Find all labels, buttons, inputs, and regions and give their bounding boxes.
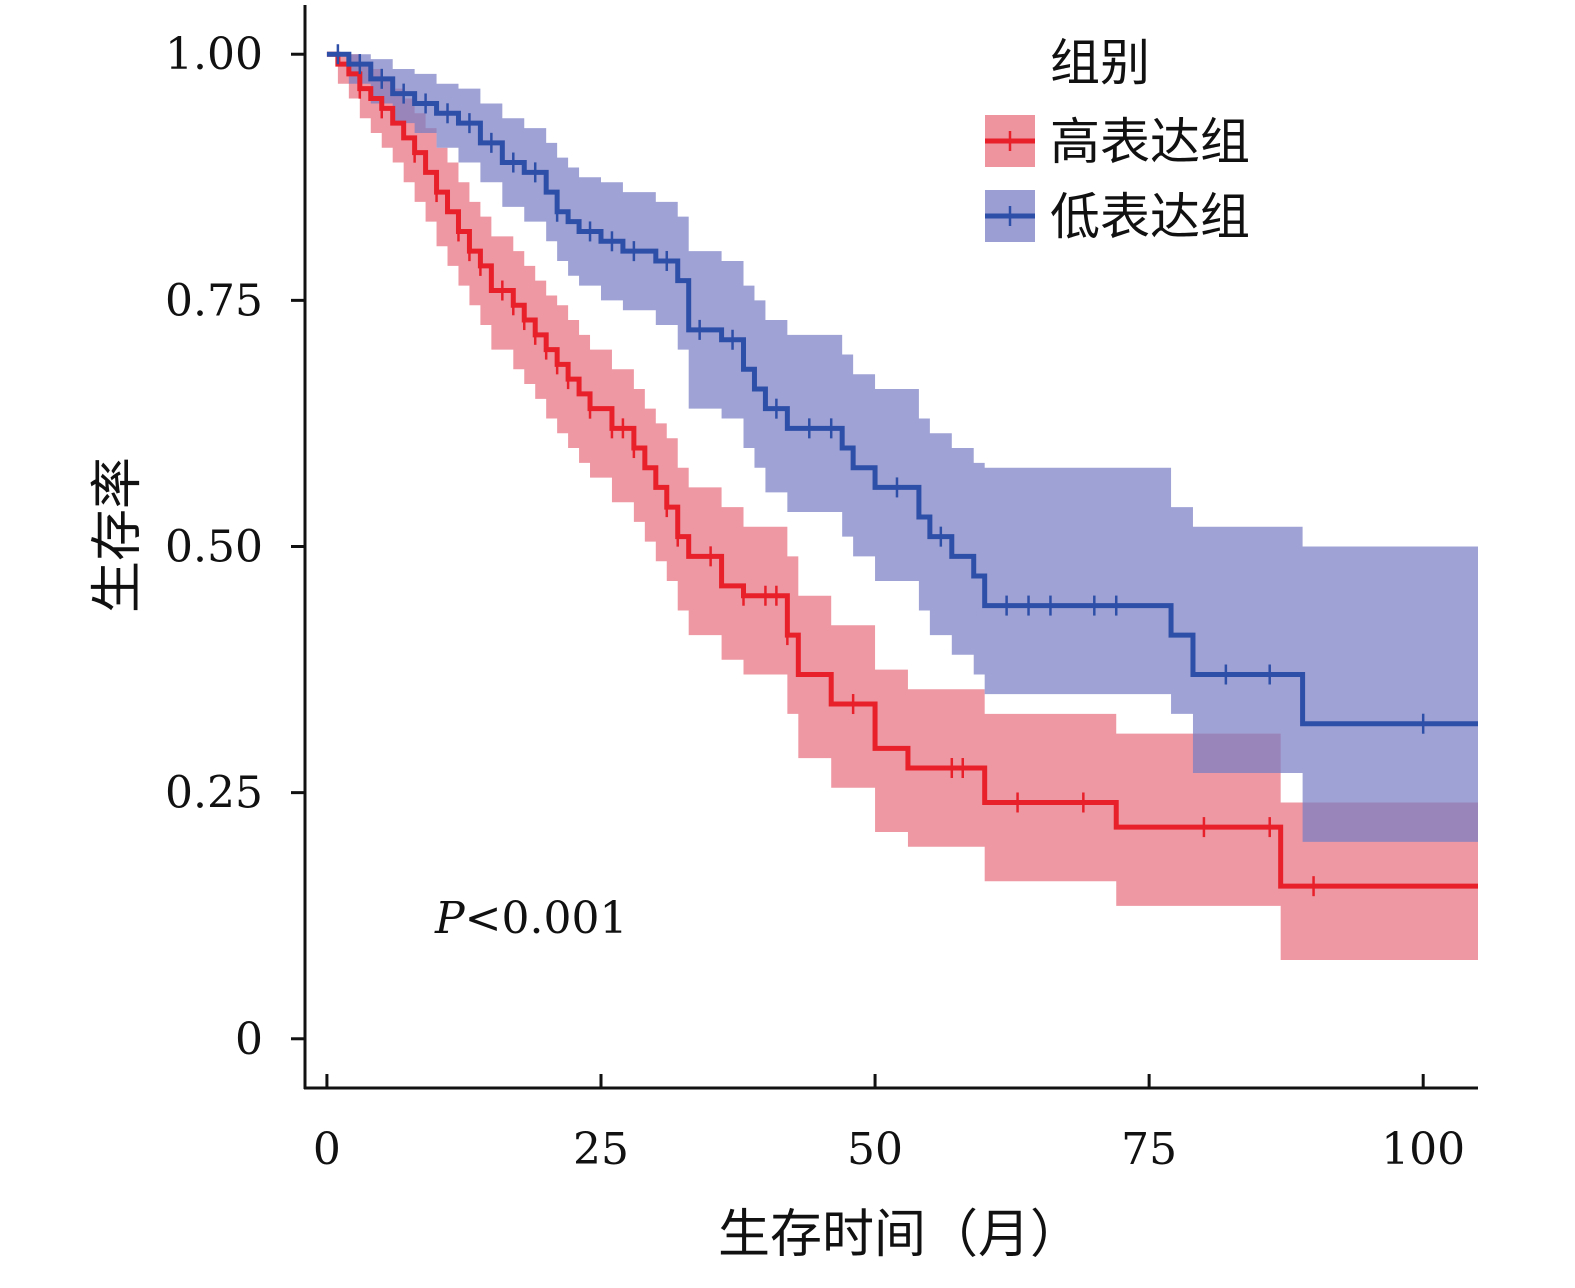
x-axis-title: 生存时间（月） <box>718 1205 1082 1265</box>
legend-entry-1: 高表达组 <box>985 113 1250 171</box>
series-2-survival-line <box>326 51 1478 727</box>
y-tick-label: 1.00 <box>165 29 263 80</box>
x-tick-label: 75 <box>1121 1124 1177 1175</box>
series-1-survival-line <box>326 51 1478 889</box>
x-tick-label: 25 <box>573 1124 629 1175</box>
p-value-prefix: P <box>434 893 466 944</box>
y-axis-title: 生存率 <box>88 457 148 613</box>
censor-marks <box>336 44 1425 897</box>
y-tick-label: 0.50 <box>165 522 263 573</box>
x-tick-label: 0 <box>313 1124 341 1175</box>
legend-title: 组别 <box>1050 34 1150 92</box>
confidence-bands <box>326 54 1478 961</box>
legend-label: 低表达组 <box>1050 188 1250 246</box>
p-value-annotation: P<0.001 <box>434 893 627 944</box>
p-value-text: <0.001 <box>465 893 628 944</box>
x-tick-label: 100 <box>1381 1124 1465 1175</box>
survival-curves <box>326 51 1478 889</box>
legend-label: 高表达组 <box>1050 113 1250 171</box>
series-2-ci-band <box>326 54 1478 842</box>
axes: 0 0.25 0.50 0.75 1.00 0 25 50 75 100 <box>165 5 1478 1175</box>
y-tick-label: 0.25 <box>165 768 263 819</box>
x-tick-label: 50 <box>847 1124 903 1175</box>
series-1-ci-band <box>326 54 1478 961</box>
legend-entry-2: 低表达组 <box>985 188 1250 246</box>
y-tick-label: 0 <box>235 1014 263 1065</box>
y-tick-label: 0.75 <box>165 275 263 326</box>
